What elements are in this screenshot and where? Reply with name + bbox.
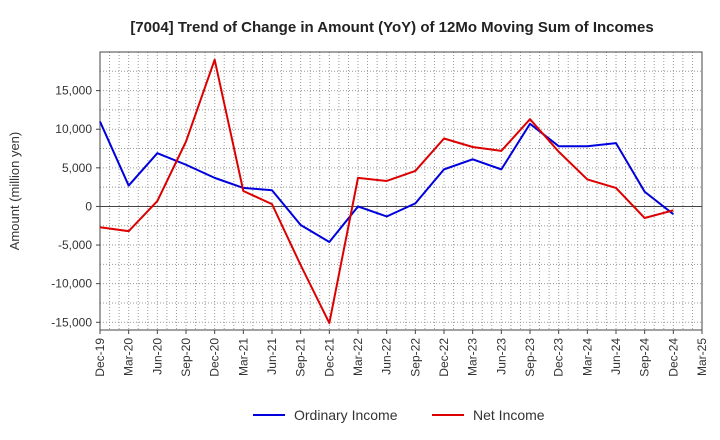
x-tick-label: Dec-22 <box>437 338 451 377</box>
x-tick-label: Jun-23 <box>494 338 508 375</box>
x-tick-label: Jun-21 <box>265 338 279 375</box>
y-axis-label: Amount (million yen) <box>7 132 22 251</box>
x-tick-label: Dec-19 <box>93 338 107 377</box>
x-tick-label: Sep-20 <box>179 338 193 377</box>
legend-label: Ordinary Income <box>294 407 398 423</box>
legend-label: Net Income <box>473 407 545 423</box>
legend: Ordinary Income Net Income <box>253 407 545 423</box>
x-tick-label: Mar-23 <box>466 338 480 376</box>
x-tick-label: Dec-23 <box>552 338 566 377</box>
y-tick-label: 15,000 <box>55 84 92 98</box>
plot-frame <box>99 51 703 331</box>
x-tick-label: Jun-20 <box>150 338 164 375</box>
y-tick-label: 0 <box>85 199 92 213</box>
series-line-ordinary-income <box>99 121 674 243</box>
x-tick-label: Jun-22 <box>380 338 394 375</box>
y-tick-label: -5,000 <box>58 238 92 252</box>
x-tick-label: Dec-20 <box>208 338 222 377</box>
series-line-net-income <box>99 58 674 325</box>
x-tick-label: Sep-22 <box>408 338 422 377</box>
x-tick-label: Sep-24 <box>638 338 652 377</box>
y-tick-label: 10,000 <box>55 122 92 136</box>
series-layer <box>99 58 674 325</box>
grid <box>100 52 702 330</box>
chart-title: [7004] Trend of Change in Amount (YoY) o… <box>130 19 653 36</box>
y-tick-label: -15,000 <box>51 315 92 329</box>
y-tick-label: -10,000 <box>51 277 92 291</box>
x-tick-label: Dec-24 <box>666 338 680 377</box>
x-tick-label: Mar-25 <box>695 338 709 376</box>
x-axis: Dec-19 Mar-20 Jun-20 Sep-20 Dec-20 Mar-21 Jun-… <box>93 330 709 377</box>
x-tick-label: Sep-21 <box>294 338 308 377</box>
x-tick-label: Sep-23 <box>523 338 537 377</box>
x-tick-label: Mar-24 <box>580 338 594 376</box>
y-axis: -15,000 -10,000 -5,000 0 5,000 10,000 15,000 <box>51 84 100 329</box>
x-tick-label: Mar-20 <box>122 338 136 376</box>
x-tick-label: Mar-22 <box>351 338 365 376</box>
y-tick-label: 5,000 <box>62 161 92 175</box>
x-tick-label: Mar-21 <box>236 338 250 376</box>
x-tick-label: Dec-21 <box>322 338 336 377</box>
x-tick-label: Jun-24 <box>609 338 623 375</box>
